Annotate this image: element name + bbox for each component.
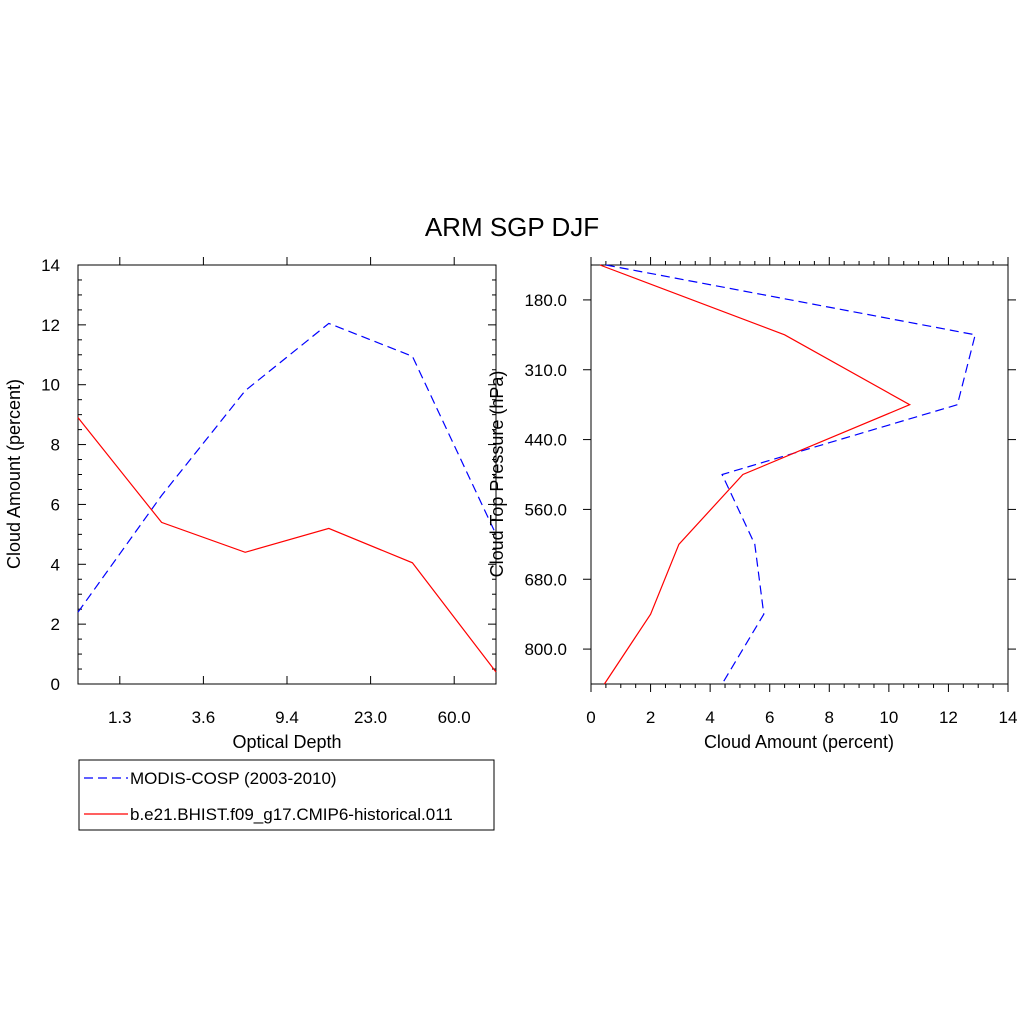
left-x-axis-label: Optical Depth [232, 732, 341, 752]
right-y-tick-label: 680.0 [524, 570, 567, 589]
right-x-tick-label: 6 [765, 708, 774, 727]
left-y-tick-label: 12 [41, 316, 60, 335]
left-plot-frame [77, 264, 497, 685]
right-y-tick-label: 560.0 [524, 500, 567, 519]
right-x-tick-label: 8 [825, 708, 834, 727]
left-y-tick-label: 8 [51, 436, 60, 455]
right-plot-frame [590, 264, 1009, 685]
left-x-tick-label: 9.4 [275, 708, 299, 727]
left-y-tick-label: 10 [41, 376, 60, 395]
left-series-obs-line [77, 322, 497, 613]
legend-box [78, 759, 495, 831]
left-y-tick-label: 6 [51, 495, 60, 514]
right-y-tick-label: 440.0 [524, 431, 567, 450]
right-y-tick-label: 310.0 [524, 361, 567, 380]
legend-label-obs: MODIS-COSP (2003-2010) [130, 769, 337, 788]
left-x-tick-label: 23.0 [354, 708, 387, 727]
right-x-tick-label: 10 [879, 708, 898, 727]
legend-label-model: b.e21.BHIST.f09_g17.CMIP6-historical.011 [130, 805, 453, 824]
right-x-tick-label: 12 [939, 708, 958, 727]
right-x-tick-label: 2 [646, 708, 655, 727]
right-y-tick-label: 800.0 [524, 640, 567, 659]
right-y-tick-label: 180.0 [524, 291, 567, 310]
left-x-tick-label: 1.3 [108, 708, 132, 727]
right-x-tick-label: 4 [705, 708, 714, 727]
left-y-tick-label: 0 [51, 675, 60, 694]
left-x-tick-label: 60.0 [438, 708, 471, 727]
legend: MODIS-COSP (2003-2010) b.e21.BHIST.f09_g… [78, 759, 495, 831]
left-y-tick-label: 4 [51, 555, 60, 574]
left-y-tick-label: 14 [41, 256, 60, 275]
right-panel: Cloud Amount (percent) Cloud Top Pressur… [487, 257, 1017, 752]
chart-title: ARM SGP DJF [425, 212, 599, 242]
left-y-tick-label: 2 [51, 615, 60, 634]
right-series-model-line [599, 264, 912, 685]
left-y-axis-label: Cloud Amount (percent) [4, 379, 24, 569]
left-series-model-line [77, 417, 497, 673]
left-x-tick-label: 3.6 [192, 708, 216, 727]
left-panel: Optical Depth Cloud Amount (percent) 0 2 4… [4, 256, 497, 752]
right-y-axis-label: Cloud Top Pressure (hPa) [487, 371, 507, 578]
right-x-axis-label: Cloud Amount (percent) [704, 732, 894, 752]
left-marks: 0 2 4 6 8 10 12 14 1.3 3.6 9.4 23.0 60.0 [41, 256, 497, 727]
right-series-obs-line [605, 264, 976, 685]
right-marks: 0 2 4 6 8 10 12 14 180.0 310.0 440.0 560.0 680.0 800.… [524, 257, 1017, 727]
right-x-tick-label: 14 [999, 708, 1018, 727]
right-x-tick-label: 0 [586, 708, 595, 727]
